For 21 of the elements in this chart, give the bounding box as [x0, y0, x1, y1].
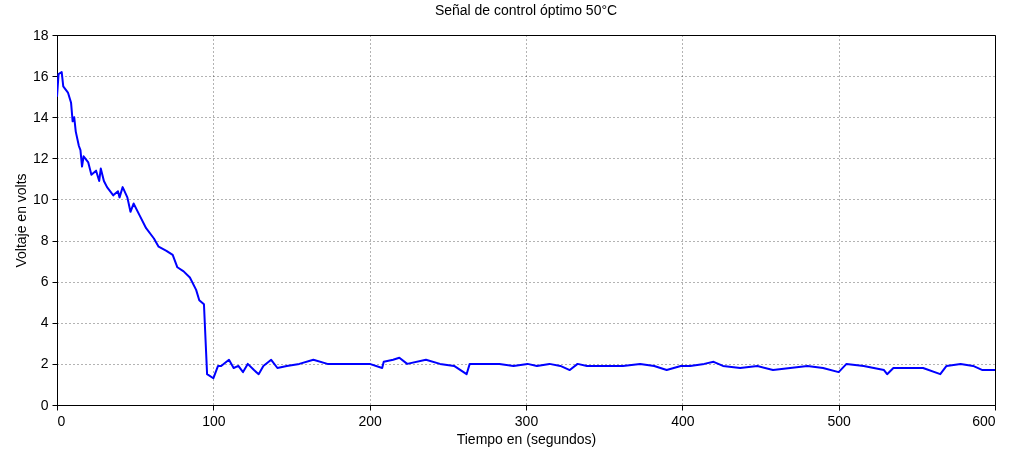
chart-title: Señal de control óptimo 50°C [434, 2, 618, 18]
x-tick-label: 100 [202, 412, 226, 429]
x-tick-label: 600 [972, 412, 996, 429]
y-tick-label: 10 [32, 190, 49, 207]
x-tick-label: 500 [827, 412, 852, 429]
y-tick-label: 8 [40, 232, 49, 249]
x-axis-title: Tiempo en (segundos) [456, 430, 597, 447]
y-tick-label: 14 [32, 108, 49, 125]
x-tick-label: 0 [57, 412, 66, 429]
y-tick-label: 0 [40, 396, 49, 413]
y-tick-label: 2 [40, 355, 49, 372]
y-tick-label: 12 [32, 149, 49, 166]
y-tick-label: 6 [40, 273, 49, 290]
x-tick-label: 200 [358, 412, 383, 429]
y-tick-label: 16 [32, 67, 49, 84]
x-tick-label: 400 [671, 412, 695, 429]
y-axis-title: Voltaje en volts [12, 173, 29, 268]
y-tick-label: 4 [40, 314, 49, 331]
y-tick-label: 18 [32, 26, 49, 43]
line-series [57, 71, 995, 380]
x-tick-label: 300 [514, 412, 539, 429]
